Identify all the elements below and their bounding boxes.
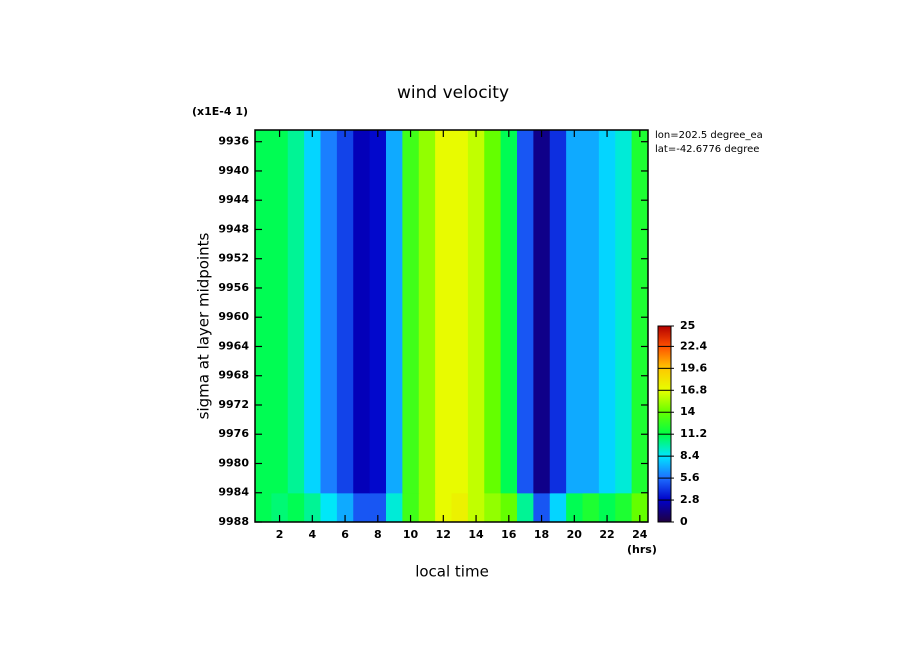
field-cell [566,130,583,494]
colorbar-tick-label: 2.8 [680,493,700,506]
colorbar-tick-label: 0 [680,515,688,528]
field-cell [467,130,485,494]
annotation: lat=-42.6776 degree [655,144,759,155]
annotation: lon=202.5 degree_ea [655,130,763,141]
x-axis-label: local time [415,563,489,581]
y-tick-label: 9968 [218,369,249,382]
field-cell [435,130,452,494]
x-tick-label: 10 [403,528,419,541]
colorbar-tick-label: 14 [680,405,696,418]
field-cell [369,130,387,494]
field-cell [304,130,321,494]
field-cell [549,130,567,494]
colorbar-tick-label: 25 [680,319,695,332]
x-tick-label: 18 [534,528,549,541]
x-tick-label: 8 [374,528,382,541]
x-tick-label: 16 [501,528,517,541]
field-cell [517,130,534,494]
x-tick-label: 4 [308,528,316,541]
plot-frame [254,129,649,523]
y-tick-label: 9984 [218,486,249,499]
x-tick-label: 20 [567,528,583,541]
chart-title: wind velocity [397,83,509,103]
colorbar-tick-label: 16.8 [680,383,707,396]
y-units-label: (x1E-4 1) [192,105,248,118]
field-cell [271,130,289,494]
x-tick-label: 24 [632,528,648,541]
field-cell [336,130,354,494]
field [255,130,649,523]
field-cell [598,130,616,494]
colorbar [657,325,672,523]
y-tick-label: 9980 [218,456,249,469]
x-tick-label: 6 [341,528,349,541]
y-tick-label: 9940 [218,164,249,177]
field-cell [631,130,649,494]
colorbar-tick-label: 19.6 [680,361,707,374]
y-tick-label: 9976 [218,427,249,440]
field-cell [615,130,633,494]
y-tick-label: 9936 [218,135,249,148]
field-cell [255,130,272,494]
field-cell [533,130,551,494]
field-cell [402,130,420,494]
y-tick-label: 9952 [218,252,249,265]
x-tick-label: 12 [436,528,451,541]
x-tick-label: 22 [599,528,614,541]
field-cell [451,130,469,494]
y-tick-label: 9972 [218,398,249,411]
colorbar-tick-label: 8.4 [680,449,700,462]
x-tick-label: 2 [276,528,284,541]
field-cell [500,130,518,494]
y-axis-label: sigma at layer midpoints [195,232,213,419]
colorbar-tick-label: 11.2 [680,427,707,440]
y-tick-label: 9960 [218,310,249,323]
y-tick-label: 9988 [218,515,249,528]
field-cell [386,130,403,494]
field-cell [418,130,436,494]
annotation-group: lon=202.5 degree_ea lat=-42.6776 degree [655,130,763,155]
colorbar-tick-label: 22.4 [680,339,707,352]
y-tick-label: 9956 [218,281,249,294]
field-cell [287,130,305,494]
colorbar-tick-label: 5.6 [680,471,700,484]
field-cell [353,130,371,494]
field-cell [320,130,338,494]
field-cell [582,130,600,494]
x-units-label: (hrs) [627,543,657,556]
y-tick-label: 9964 [218,339,249,352]
y-tick-label: 9948 [218,222,249,235]
field-cell [484,130,502,494]
y-tick-label: 9944 [218,193,249,206]
x-tick-label: 14 [468,528,484,541]
